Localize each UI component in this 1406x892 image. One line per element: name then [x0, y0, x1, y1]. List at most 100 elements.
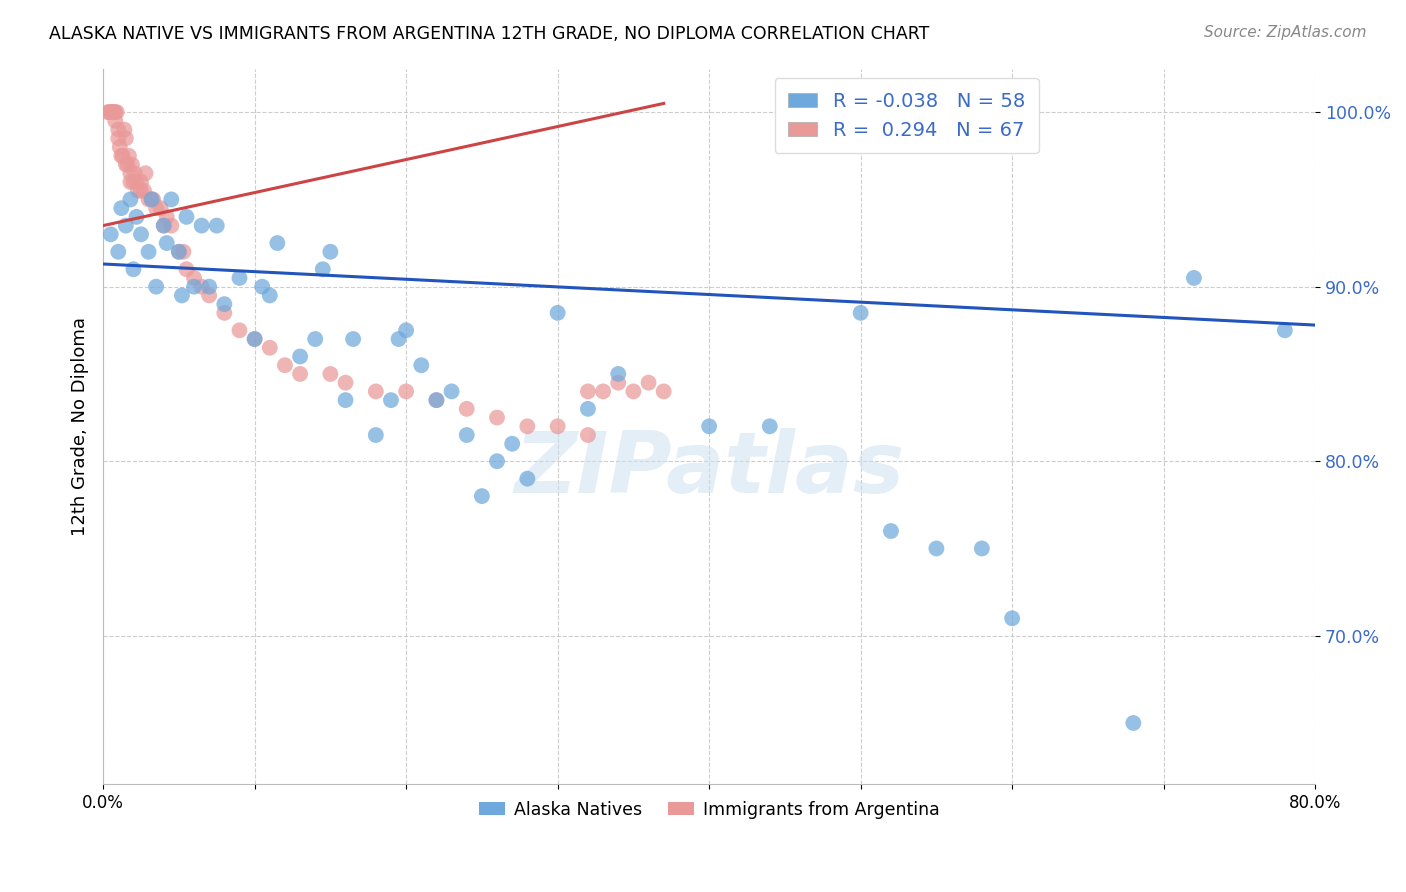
Point	[121, 157, 143, 171]
Point	[107, 122, 129, 136]
Point	[486, 454, 509, 468]
Point	[259, 288, 281, 302]
Point	[112, 122, 135, 136]
Point	[697, 419, 720, 434]
Point	[607, 376, 630, 390]
Point	[214, 297, 236, 311]
Point	[592, 384, 614, 399]
Point	[516, 472, 538, 486]
Point	[183, 271, 205, 285]
Text: Source: ZipAtlas.com: Source: ZipAtlas.com	[1204, 25, 1367, 40]
Point	[129, 175, 152, 189]
Point	[266, 235, 288, 250]
Point	[274, 358, 297, 372]
Point	[127, 184, 149, 198]
Point	[607, 367, 630, 381]
Point	[547, 306, 569, 320]
Point	[440, 384, 463, 399]
Point	[190, 279, 212, 293]
Point	[120, 166, 142, 180]
Text: ALASKA NATIVE VS IMMIGRANTS FROM ARGENTINA 12TH GRADE, NO DIPLOMA CORRELATION CH: ALASKA NATIVE VS IMMIGRANTS FROM ARGENTI…	[49, 25, 929, 43]
Point	[103, 105, 125, 120]
Point	[364, 428, 387, 442]
Point	[304, 332, 326, 346]
Point	[259, 341, 281, 355]
Point	[118, 149, 141, 163]
Point	[111, 149, 134, 163]
Point	[156, 210, 179, 224]
Point	[149, 201, 172, 215]
Point	[100, 227, 122, 242]
Point	[141, 193, 163, 207]
Point	[129, 184, 152, 198]
Point	[880, 524, 903, 538]
Point	[97, 105, 120, 120]
Point	[125, 210, 148, 224]
Point	[198, 288, 221, 302]
Point	[395, 323, 418, 337]
Point	[132, 184, 155, 198]
Point	[214, 306, 236, 320]
Y-axis label: 12th Grade, No Diploma: 12th Grade, No Diploma	[72, 317, 89, 536]
Point	[145, 201, 167, 215]
Point	[471, 489, 494, 503]
Point	[104, 114, 127, 128]
Point	[138, 193, 160, 207]
Point	[925, 541, 948, 556]
Point	[288, 350, 311, 364]
Point	[129, 227, 152, 242]
Point	[652, 384, 675, 399]
Point	[312, 262, 335, 277]
Point	[172, 244, 194, 259]
Point	[152, 219, 174, 233]
Point	[198, 279, 221, 293]
Point	[849, 306, 872, 320]
Point	[124, 166, 146, 180]
Point	[160, 193, 183, 207]
Point	[637, 376, 659, 390]
Point	[141, 193, 163, 207]
Point	[142, 193, 165, 207]
Point	[486, 410, 509, 425]
Point	[125, 175, 148, 189]
Point	[110, 201, 132, 215]
Point	[516, 419, 538, 434]
Point	[547, 419, 569, 434]
Point	[135, 166, 157, 180]
Point	[122, 262, 145, 277]
Point	[576, 384, 599, 399]
Point	[250, 279, 273, 293]
Point	[117, 157, 139, 171]
Point	[621, 384, 644, 399]
Point	[170, 288, 193, 302]
Point	[156, 235, 179, 250]
Point	[228, 323, 250, 337]
Point	[1274, 323, 1296, 337]
Point	[1001, 611, 1024, 625]
Point	[115, 157, 138, 171]
Point	[110, 149, 132, 163]
Point	[122, 175, 145, 189]
Point	[205, 219, 228, 233]
Point	[160, 219, 183, 233]
Point	[105, 105, 128, 120]
Point	[576, 428, 599, 442]
Point	[335, 376, 357, 390]
Point	[1122, 716, 1144, 731]
Point	[108, 140, 131, 154]
Point	[1182, 271, 1205, 285]
Point	[425, 393, 447, 408]
Point	[319, 367, 342, 381]
Point	[167, 244, 190, 259]
Point	[501, 436, 523, 450]
Point	[107, 131, 129, 145]
Point	[100, 105, 122, 120]
Point	[288, 367, 311, 381]
Point	[138, 244, 160, 259]
Point	[104, 105, 127, 120]
Point	[176, 262, 198, 277]
Point	[101, 105, 124, 120]
Point	[395, 384, 418, 399]
Point	[411, 358, 433, 372]
Point	[319, 244, 342, 259]
